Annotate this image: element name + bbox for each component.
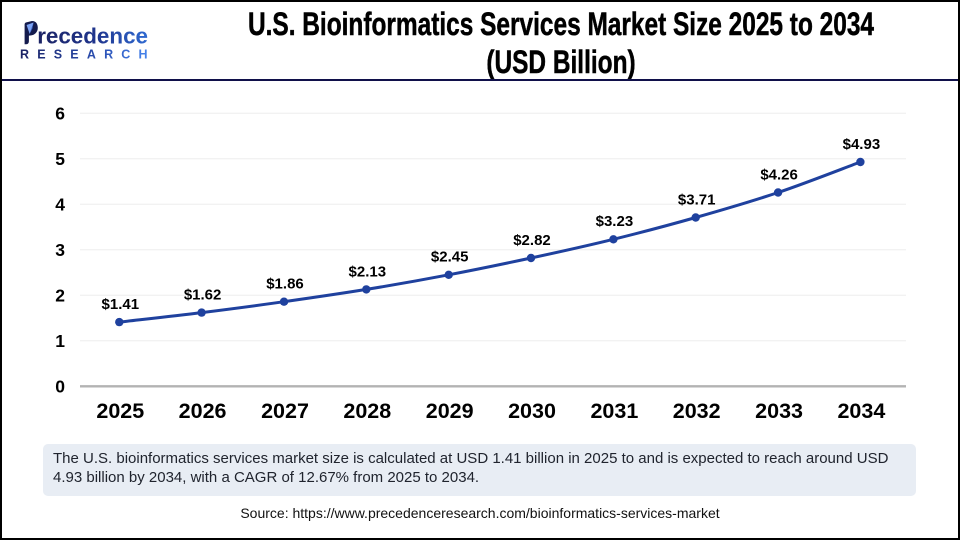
svg-text:3: 3: [55, 240, 65, 260]
svg-text:2026: 2026: [179, 399, 227, 423]
svg-text:$2.13: $2.13: [349, 264, 387, 281]
svg-text:$1.62: $1.62: [184, 287, 222, 304]
svg-text:$2.82: $2.82: [513, 232, 551, 249]
svg-text:4: 4: [55, 195, 65, 215]
svg-text:6: 6: [55, 104, 65, 124]
svg-text:5: 5: [55, 149, 65, 169]
svg-text:2029: 2029: [426, 399, 474, 423]
svg-text:RESEARCH: RESEARCH: [20, 48, 156, 62]
svg-text:$3.71: $3.71: [678, 192, 716, 209]
svg-text:$1.41: $1.41: [102, 296, 140, 313]
svg-text:2030: 2030: [508, 399, 556, 423]
svg-text:2033: 2033: [755, 399, 803, 423]
svg-text:$2.45: $2.45: [431, 249, 469, 266]
svg-text:0: 0: [55, 377, 65, 397]
svg-text:2034: 2034: [837, 399, 885, 423]
svg-text:2: 2: [55, 286, 65, 306]
svg-text:2031: 2031: [590, 399, 638, 423]
svg-text:$3.23: $3.23: [596, 213, 634, 230]
svg-text:recedence: recedence: [37, 24, 148, 49]
svg-text:2025: 2025: [96, 399, 144, 423]
svg-text:2028: 2028: [343, 399, 391, 423]
svg-text:$4.93: $4.93: [843, 136, 881, 153]
svg-text:2032: 2032: [673, 399, 721, 423]
svg-text:$4.26: $4.26: [760, 167, 798, 184]
svg-text:$1.86: $1.86: [266, 276, 304, 293]
svg-text:2027: 2027: [261, 399, 309, 423]
svg-text:1: 1: [55, 331, 65, 351]
